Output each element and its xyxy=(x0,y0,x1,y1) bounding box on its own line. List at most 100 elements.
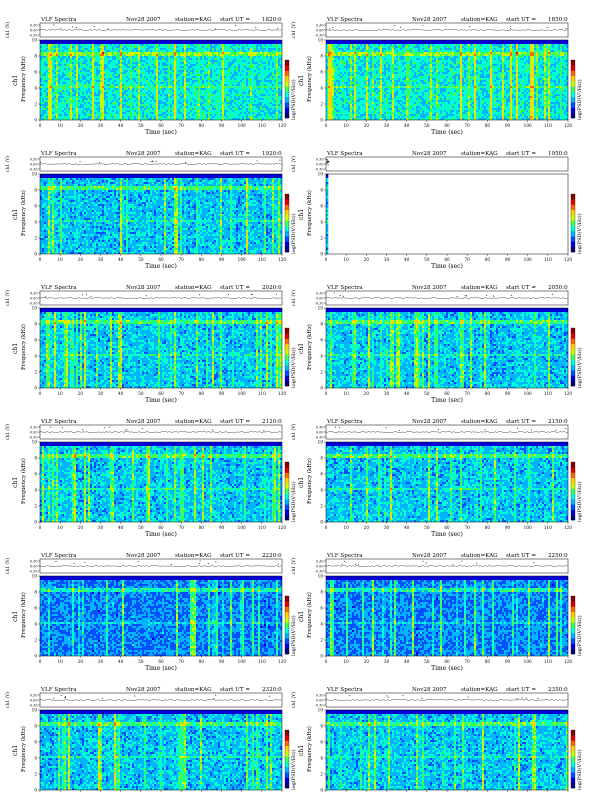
freq-axis-channel-label: ch1 xyxy=(298,75,305,86)
freq-axis-channel-label: ch1 xyxy=(12,343,19,354)
colorbar: log(PSD(V²/Hz)) xyxy=(284,595,297,656)
colorbar: log(PSD(V²/Hz)) xyxy=(284,729,297,790)
x-tick-label: 30 xyxy=(384,659,390,664)
y-tick-label: 6 xyxy=(320,472,323,477)
y-tick-label: 2 xyxy=(34,102,37,107)
spectrogram-panel-2350: VLF Spectra Nov28 2007 station=KAG start UT… xyxy=(292,687,583,792)
header-title: VLF Spectra xyxy=(40,553,77,559)
amp-tick-label: -0.30 xyxy=(315,569,324,573)
spectrogram-panel-1820: VLF Spectra Nov28 2007 station=KAG start UT… xyxy=(6,17,297,136)
x-tick-label: 110 xyxy=(544,659,552,664)
amp-tick-label: 0.00 xyxy=(316,698,324,702)
header-start-prefix: start UT = xyxy=(506,419,536,425)
spectrogram-heatmap xyxy=(39,307,283,389)
x-tick-label: 80 xyxy=(199,257,205,262)
y-tick-label: 4 xyxy=(34,622,37,627)
amplitude-strip: 0.300.00-0.30 ch1 (V) xyxy=(292,692,569,708)
header-station: station=KAG xyxy=(175,151,212,157)
spectrogram-panel-2020: VLF Spectra Nov28 2007 station=KAG start UT… xyxy=(6,285,297,404)
amp-tick-label: 0.30 xyxy=(316,23,324,27)
spectrogram-heatmap xyxy=(325,39,569,121)
x-tick-label: 20 xyxy=(364,257,370,262)
x-tick-label: 80 xyxy=(485,391,491,396)
colorbar: log(PSD(V²/Hz)) xyxy=(570,193,583,254)
header-start-prefix: start UT = xyxy=(506,151,536,157)
x-tick-label: 120 xyxy=(564,659,572,664)
y-tick-label: 2 xyxy=(34,504,37,509)
amp-tick-label: 0.30 xyxy=(30,559,38,563)
x-tick-label: 110 xyxy=(258,391,266,396)
amp-tick-label: 0.30 xyxy=(316,157,324,161)
x-tick-label: 60 xyxy=(444,391,450,396)
header-date: Nov28 2007 xyxy=(412,553,447,559)
header-title: VLF Spectra xyxy=(326,285,363,291)
header-station: station=KAG xyxy=(461,151,498,157)
y-tick-label: 2 xyxy=(320,504,323,509)
colorbar: log(PSD(V²/Hz)) xyxy=(570,595,583,656)
x-tick-label: 0 xyxy=(39,257,42,262)
amp-axis-label: ch1 (V) xyxy=(292,22,297,38)
freq-axis-label: Frequency (kHz) xyxy=(306,726,313,772)
header-start-ut: 2050:0 xyxy=(548,285,568,291)
freq-axis-label: Frequency (kHz) xyxy=(20,190,27,236)
amp-axis-label: ch1 (V) xyxy=(292,692,297,708)
x-tick-label: 60 xyxy=(444,123,450,128)
x-tick-label: 30 xyxy=(98,257,104,262)
y-tick-label: 8 xyxy=(320,54,323,59)
y-tick-label: 8 xyxy=(34,590,37,595)
y-tick-label: 8 xyxy=(34,456,37,461)
y-tick-label: 2 xyxy=(34,236,37,241)
y-tick-label: 0 xyxy=(34,118,37,123)
y-tick-label: 2 xyxy=(320,102,323,107)
y-tick-label: 8 xyxy=(320,322,323,327)
x-tick-label: 80 xyxy=(199,123,205,128)
x-tick-label: 50 xyxy=(424,659,430,664)
y-tick-label: 10 xyxy=(32,38,38,43)
x-tick-label: 10 xyxy=(57,391,63,396)
header-start-ut: 2120:0 xyxy=(262,419,282,425)
y-tick-label: 10 xyxy=(32,440,38,445)
header-start-prefix: start UT = xyxy=(220,687,250,693)
amp-tick-label: -0.30 xyxy=(29,435,38,439)
header-title: VLF Spectra xyxy=(326,17,363,23)
x-tick-label: 110 xyxy=(544,257,552,262)
header-date: Nov28 2007 xyxy=(126,151,161,157)
y-tick-label: 8 xyxy=(320,724,323,729)
x-tick-label: 0 xyxy=(39,391,42,396)
x-tick-label: 90 xyxy=(505,391,511,396)
y-tick-label: 6 xyxy=(34,204,37,209)
y-tick-label: 4 xyxy=(320,488,323,493)
x-tick-label: 90 xyxy=(219,391,225,396)
x-tick-label: 50 xyxy=(138,659,144,664)
x-axis-label: Time (sec) xyxy=(145,665,177,672)
spectrogram-panel-2320: VLF Spectra Nov28 2007 station=KAG start UT… xyxy=(6,687,297,792)
x-tick-label: 10 xyxy=(57,123,63,128)
x-tick-label: 0 xyxy=(325,123,328,128)
y-tick-label: 10 xyxy=(318,172,324,177)
amplitude-strip: 0.300.00-0.30 ch1 (V) xyxy=(292,290,569,306)
colorbar: log(PSD(V²/Hz)) xyxy=(284,461,297,522)
amp-tick-label: 0.00 xyxy=(30,430,38,434)
x-tick-label: 100 xyxy=(238,525,246,530)
spectrogram-heatmap xyxy=(325,173,569,255)
x-tick-label: 70 xyxy=(178,391,184,396)
x-tick-label: 20 xyxy=(78,525,84,530)
amp-tick-label: 0.00 xyxy=(316,296,324,300)
freq-axis-channel-label: ch1 xyxy=(298,209,305,220)
header-station: station=KAG xyxy=(461,419,498,425)
y-tick-label: 8 xyxy=(34,724,37,729)
y-tick-label: 0 xyxy=(320,788,323,792)
y-tick-label: 2 xyxy=(34,370,37,375)
header-date: Nov28 2007 xyxy=(412,285,447,291)
y-tick-label: 10 xyxy=(318,306,324,311)
x-tick-label: 70 xyxy=(178,123,184,128)
amplitude-strip: 0.300.00-0.30 ch1 (V) xyxy=(6,424,283,440)
x-tick-label: 30 xyxy=(98,391,104,396)
x-tick-label: 90 xyxy=(505,257,511,262)
x-tick-label: 40 xyxy=(118,659,124,664)
spectrogram-heatmap xyxy=(39,39,283,121)
y-tick-label: 10 xyxy=(32,708,38,713)
y-tick-label: 10 xyxy=(32,306,38,311)
amp-tick-label: 0.30 xyxy=(316,693,324,697)
